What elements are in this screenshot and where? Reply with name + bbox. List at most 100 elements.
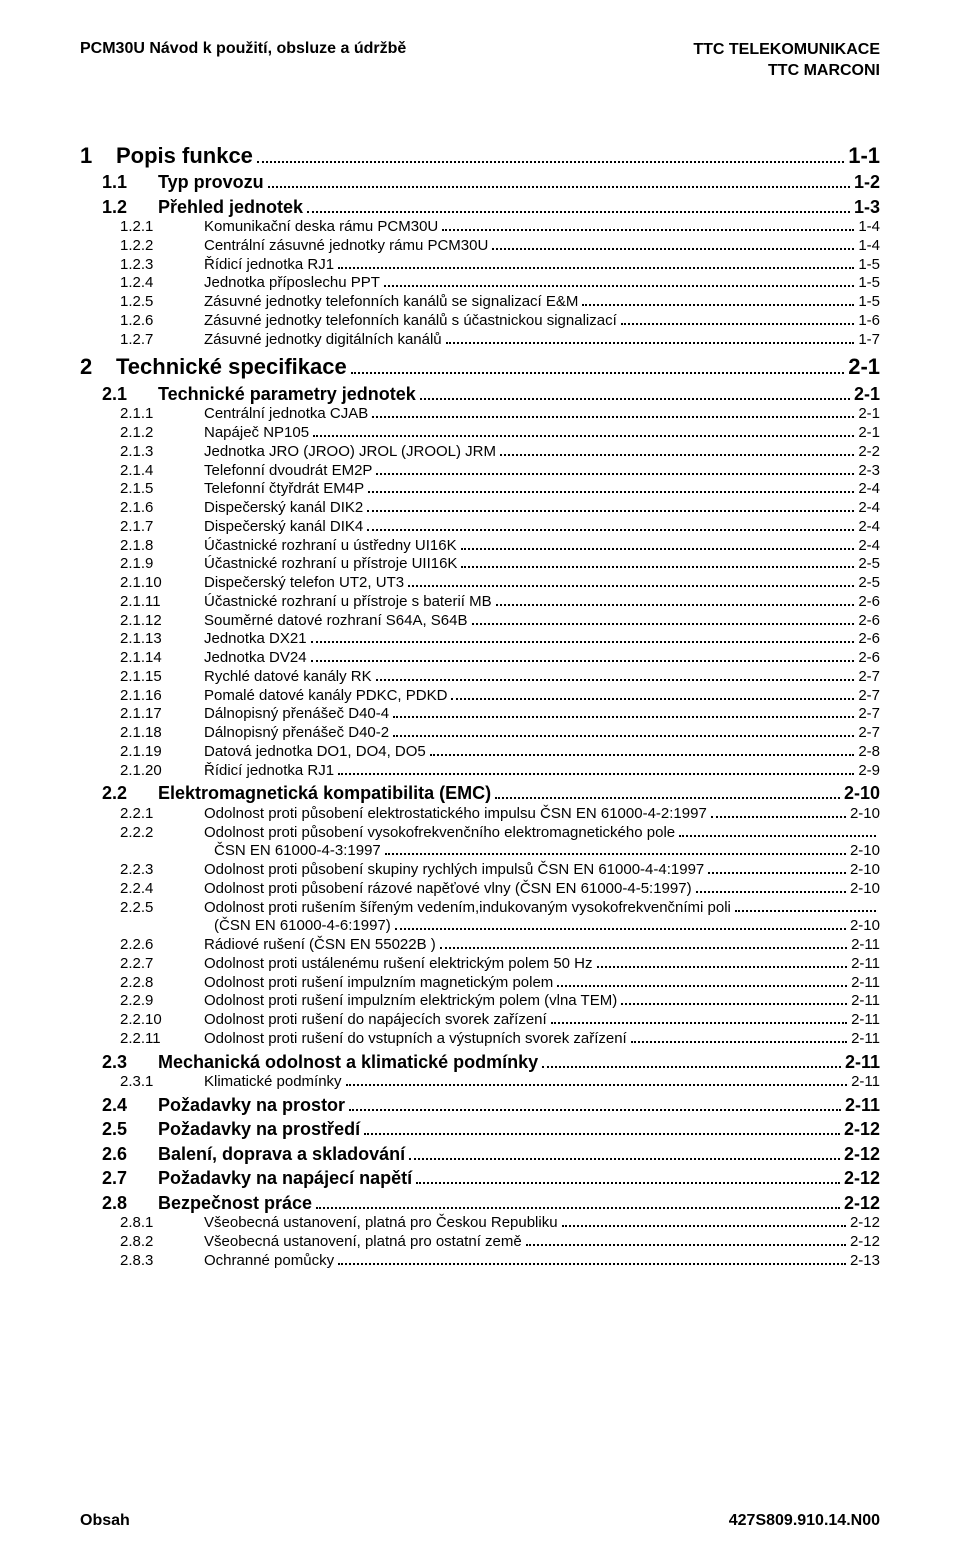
toc-number: 2.2.3 xyxy=(80,861,204,880)
toc-number: 2.2.2 xyxy=(80,824,204,843)
toc-title: Bezpečnost práce xyxy=(158,1192,312,1215)
toc-title: Dálnopisný přenášeč D40-4 xyxy=(204,705,389,724)
toc-title: Ochranné pomůcky xyxy=(204,1252,334,1271)
toc-title: Centrální zásuvné jednotky rámu PCM30U xyxy=(204,237,488,256)
toc-row: 2.2.4Odolnost proti působení rázové napě… xyxy=(80,880,880,899)
toc-row: 2.8.2Všeobecná ustanovení, platná pro os… xyxy=(80,1233,880,1252)
toc-page: 2-4 xyxy=(858,537,880,556)
toc-page: 1-6 xyxy=(858,312,880,331)
toc-row: 1.2.5Zásuvné jednotky telefonních kanálů… xyxy=(80,293,880,312)
toc-leader-dots xyxy=(393,735,854,737)
toc-row: 2.1.11Účastnické rozhraní u přístroje s … xyxy=(80,593,880,612)
toc-title: Dispečerský telefon UT2, UT3 xyxy=(204,574,404,593)
toc-title: Odolnost proti působení vysokofrekvenční… xyxy=(204,824,675,843)
toc-number: 1.2.3 xyxy=(80,256,204,275)
toc-row: ČSN EN 61000-4-3:19972-10 xyxy=(80,842,880,861)
toc-row: 2.2.9Odolnost proti rušení impulzním ele… xyxy=(80,992,880,1011)
toc-title: Odolnost proti rušení impulzním magnetic… xyxy=(204,974,553,993)
toc-row: 2.1.15Rychlé datové kanály RK2-7 xyxy=(80,668,880,687)
page-footer: Obsah 427S809.910.14.N00 xyxy=(80,1512,880,1530)
toc-title: Odolnost proti ustálenému rušení elektri… xyxy=(204,955,593,974)
toc-row: 2.1.14Jednotka DV242-6 xyxy=(80,649,880,668)
toc-leader-dots xyxy=(500,454,854,456)
toc-title: Dispečerský kanál DIK4 xyxy=(204,518,363,537)
toc-title: Řídicí jednotka RJ1 xyxy=(204,762,334,781)
toc-number: 2.3.1 xyxy=(80,1073,204,1092)
toc-leader-dots xyxy=(349,1109,841,1111)
toc-row: 1.2Přehled jednotek1-3 xyxy=(80,196,880,219)
toc-leader-dots xyxy=(257,161,844,163)
toc-row: 2.1.17Dálnopisný přenášeč D40-42-7 xyxy=(80,705,880,724)
toc-number: 2.2.6 xyxy=(80,936,204,955)
toc-leader-dots xyxy=(735,910,876,912)
toc-leader-dots xyxy=(338,1263,846,1265)
toc-title: Elektromagnetická kompatibilita (EMC) xyxy=(158,782,491,805)
toc-leader-dots xyxy=(372,416,854,418)
toc-number: 2.2.5 xyxy=(80,899,204,918)
toc-page: 2-12 xyxy=(844,1192,880,1215)
toc-page: 2-6 xyxy=(858,630,880,649)
toc-leader-dots xyxy=(307,211,850,213)
toc-row: 2.3Mechanická odolnost a klimatické podm… xyxy=(80,1051,880,1074)
toc-row: 2.2.1Odolnost proti působení elektrostat… xyxy=(80,805,880,824)
toc-row: 1.2.2Centrální zásuvné jednotky rámu PCM… xyxy=(80,237,880,256)
toc-page: 2-8 xyxy=(858,743,880,762)
toc-title: Telefonní čtyřdrát EM4P xyxy=(204,480,364,499)
toc-title: Odolnost proti rušení do vstupních a výs… xyxy=(204,1030,627,1049)
header-right-line1: TTC TELEKOMUNIKACE xyxy=(693,40,880,61)
toc-leader-dots xyxy=(495,797,840,799)
toc-leader-dots xyxy=(711,816,846,818)
toc-title: Odolnost proti působení elektrostatickéh… xyxy=(204,805,707,824)
toc-leader-dots xyxy=(338,773,854,775)
toc-title: Popis funkce xyxy=(116,142,253,170)
toc-row: 2.6Balení, doprava a skladování2-12 xyxy=(80,1143,880,1166)
toc-row: 2.1.9Účastnické rozhraní u přístroje UII… xyxy=(80,555,880,574)
toc-number: 2 xyxy=(80,353,116,381)
toc-page: 2-12 xyxy=(850,1214,880,1233)
toc-row: 2.8.3Ochranné pomůcky2-13 xyxy=(80,1252,880,1271)
toc-title: Centrální jednotka CJAB xyxy=(204,405,368,424)
toc-leader-dots xyxy=(631,1041,847,1043)
toc-number: 2.1.8 xyxy=(80,537,204,556)
toc-page: 2-11 xyxy=(845,1051,880,1074)
toc-number: 2.2.10 xyxy=(80,1011,204,1030)
toc-page: 2-5 xyxy=(858,555,880,574)
toc-page: 2-12 xyxy=(850,1233,880,1252)
toc-title: Požadavky na napájecí napětí xyxy=(158,1167,412,1190)
toc-row: 2.1Technické parametry jednotek2-1 xyxy=(80,383,880,406)
toc-title: Účastnické rozhraní u ústředny UI16K xyxy=(204,537,457,556)
toc-number: 2.1.10 xyxy=(80,574,204,593)
toc-leader-dots xyxy=(311,660,855,662)
toc-title: Pomalé datové kanály PDKC, PDKD xyxy=(204,687,447,706)
page-header: PCM30U Návod k použití, obsluze a údržbě… xyxy=(80,40,880,82)
toc-number: 2.8.2 xyxy=(80,1233,204,1252)
toc-leader-dots xyxy=(367,529,854,531)
toc-title: Zásuvné jednotky digitálních kanálů xyxy=(204,331,442,350)
table-of-contents: 1Popis funkce1-11.1Typ provozu1-21.2Přeh… xyxy=(80,142,880,1271)
toc-page: 2-7 xyxy=(858,687,880,706)
toc-row: 2.2.6Rádiové rušení (ČSN EN 55022B )2-11 xyxy=(80,936,880,955)
toc-page: 1-2 xyxy=(854,171,880,194)
toc-leader-dots xyxy=(446,342,855,344)
toc-number: 2.2.9 xyxy=(80,992,204,1011)
toc-row: 2.2.11Odolnost proti rušení do vstupních… xyxy=(80,1030,880,1049)
toc-row: 2.1.13Jednotka DX212-6 xyxy=(80,630,880,649)
toc-number: 2.1.15 xyxy=(80,668,204,687)
toc-leader-dots xyxy=(451,698,854,700)
toc-row: 2.2.10Odolnost proti rušení do napájecíc… xyxy=(80,1011,880,1030)
toc-row: 2.5Požadavky na prostředí2-12 xyxy=(80,1118,880,1141)
toc-title: (ČSN EN 61000-4-6:1997) xyxy=(204,917,391,936)
toc-page: 2-4 xyxy=(858,499,880,518)
toc-number: 2.1.1 xyxy=(80,405,204,424)
toc-page: 2-10 xyxy=(850,805,880,824)
toc-row: 2.1.10Dispečerský telefon UT2, UT32-5 xyxy=(80,574,880,593)
toc-leader-dots xyxy=(496,604,855,606)
toc-number: 2.1.7 xyxy=(80,518,204,537)
toc-title: ČSN EN 61000-4-3:1997 xyxy=(204,842,381,861)
toc-leader-dots xyxy=(376,679,855,681)
toc-page: 2-7 xyxy=(858,724,880,743)
toc-page: 2-4 xyxy=(858,518,880,537)
toc-title: Datová jednotka DO1, DO4, DO5 xyxy=(204,743,426,762)
toc-number: 2.3 xyxy=(80,1051,158,1074)
toc-title: Odolnost proti působení skupiny rychlých… xyxy=(204,861,704,880)
